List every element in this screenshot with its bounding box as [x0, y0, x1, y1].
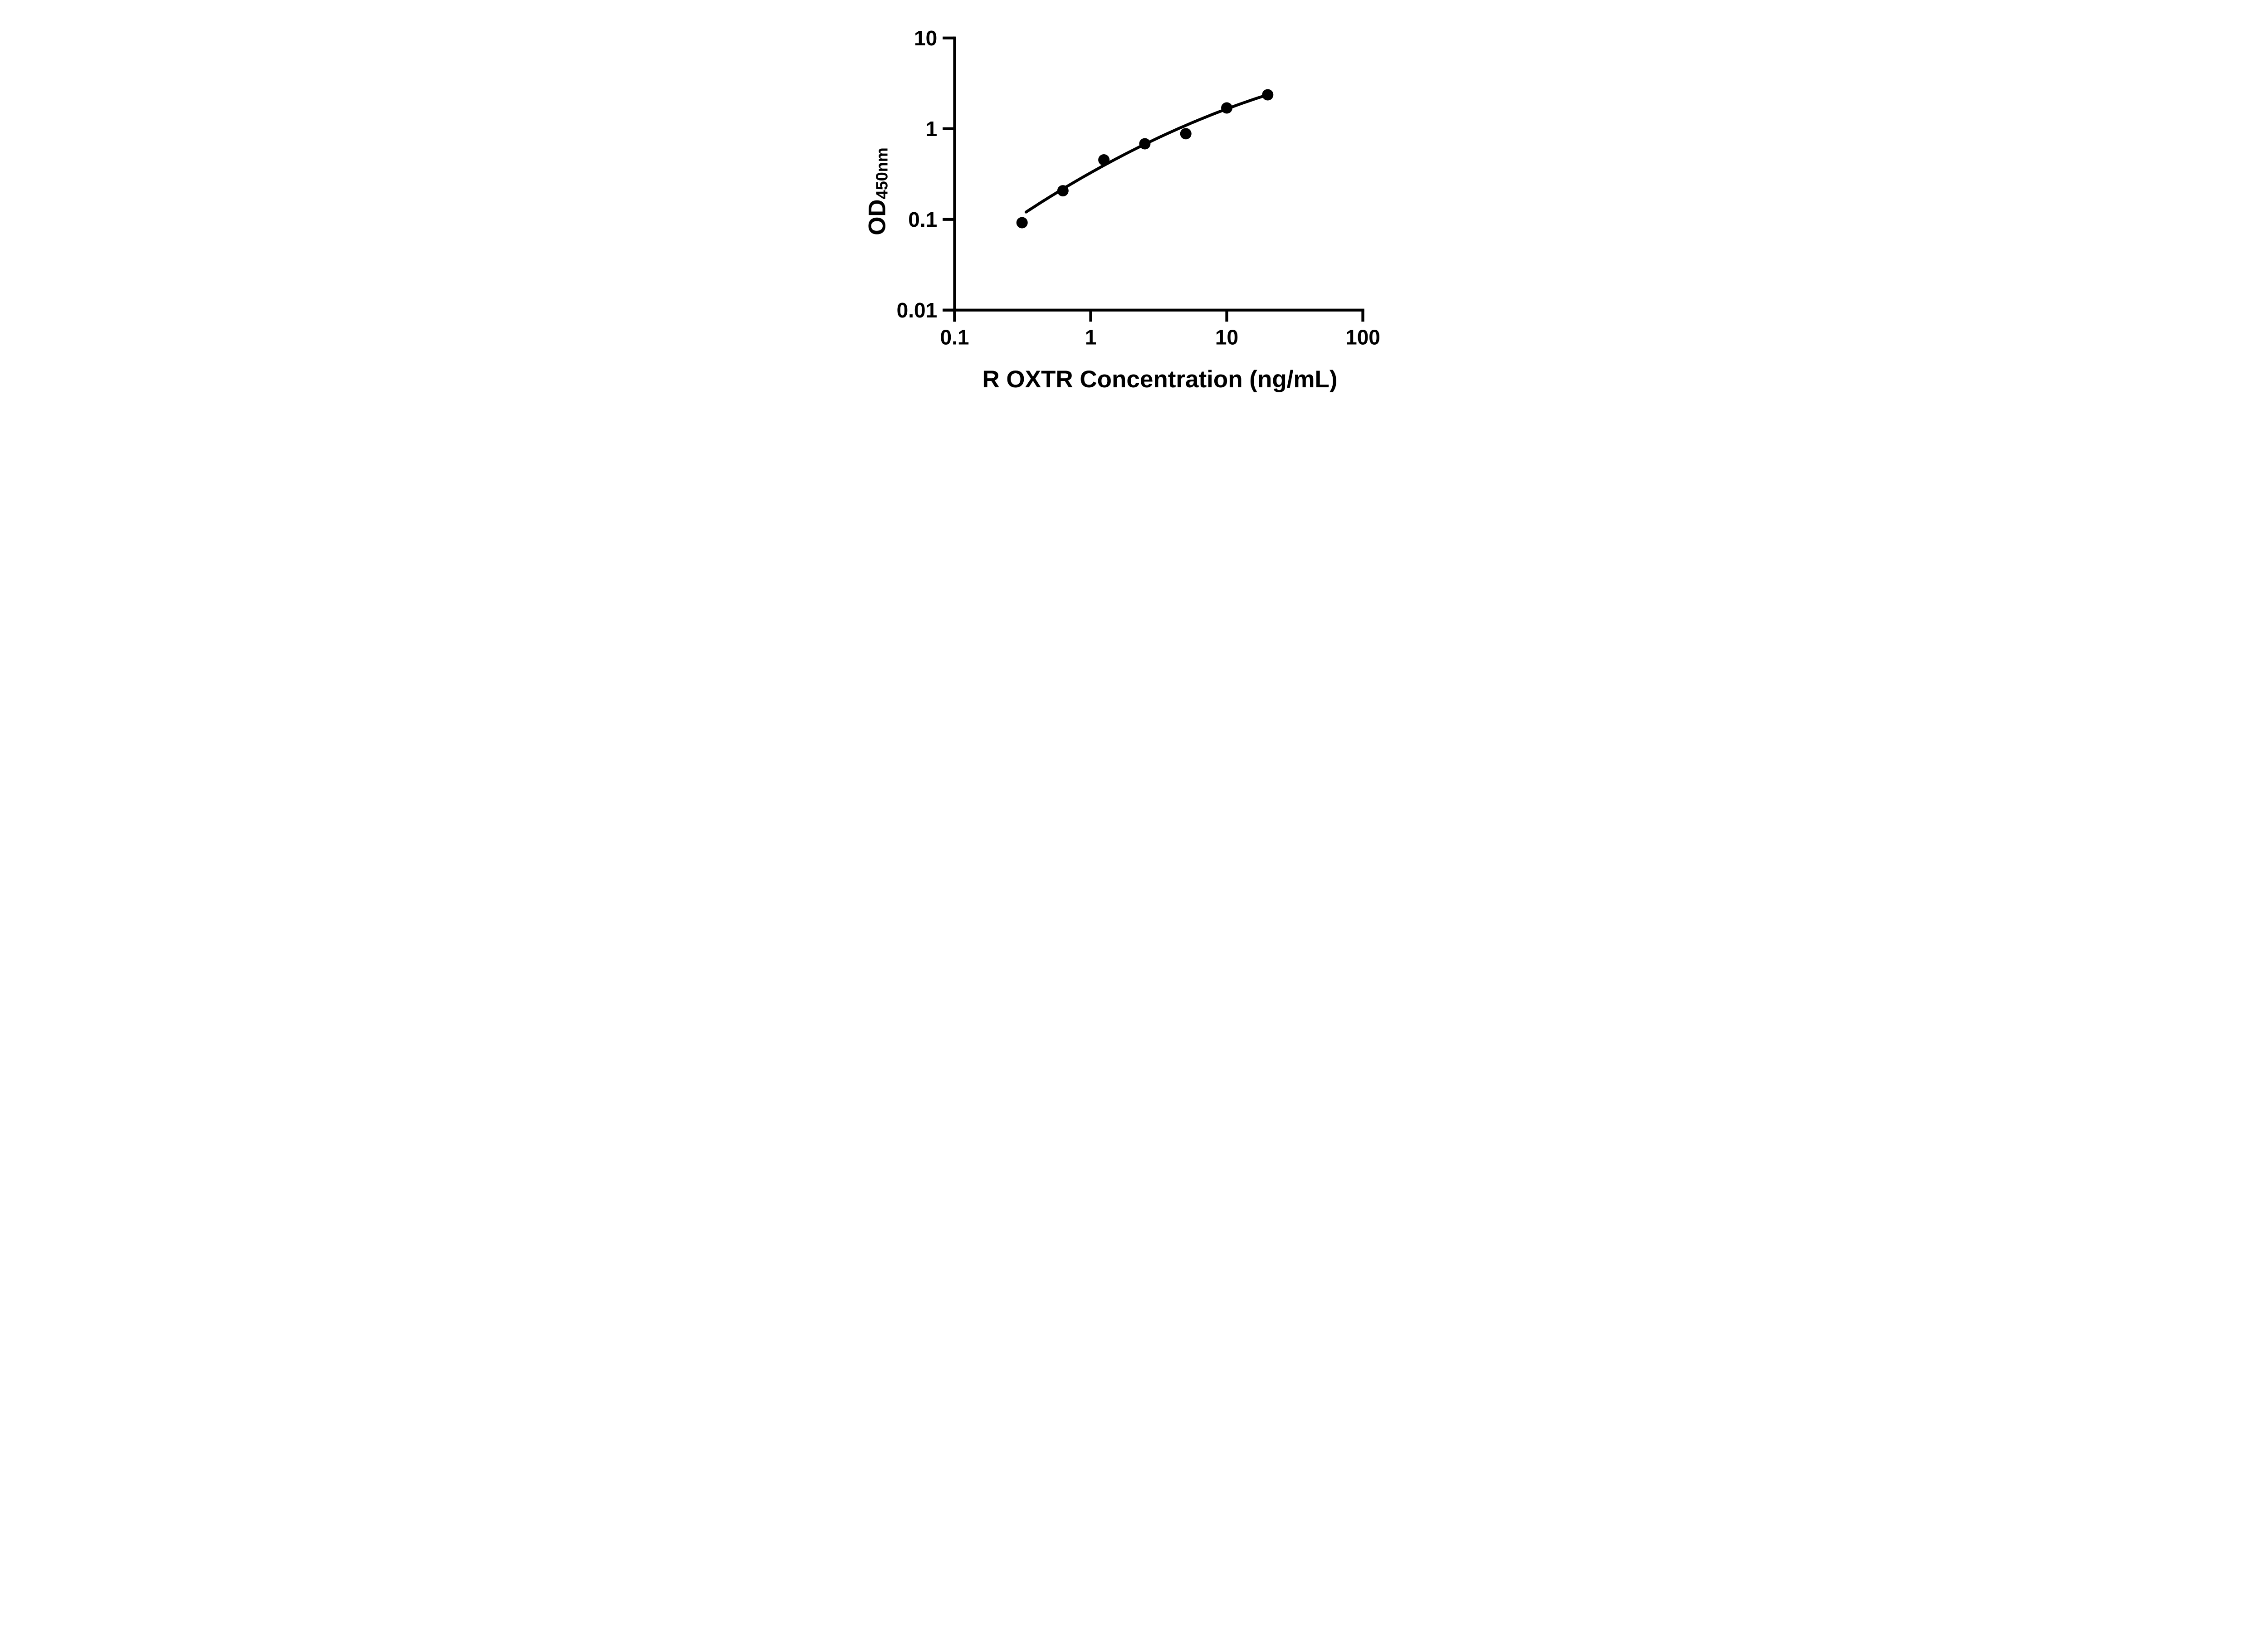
x-axis-tick-label: 0.1: [940, 325, 969, 349]
data-point: [1057, 185, 1069, 197]
x-axis-title: R OXTR Concentration (ng/mL): [982, 366, 1338, 393]
data-point: [1139, 138, 1151, 150]
y-axis-tick-label: 0.1: [908, 208, 937, 231]
data-point: [1098, 154, 1110, 166]
x-axis-tick-label: 100: [1345, 325, 1380, 349]
y-axis-tick-label: 10: [914, 26, 937, 50]
y-axis-title-subscript: 450nm: [872, 147, 891, 200]
data-point: [1016, 217, 1028, 229]
y-axis-tick-label: 1: [926, 117, 938, 141]
x-axis-tick-label: 10: [1215, 325, 1238, 349]
y-axis-tick-label: 0.01: [897, 298, 938, 322]
data-point: [1262, 89, 1274, 101]
data-point: [1180, 128, 1192, 140]
data-point: [1221, 102, 1232, 114]
elisa-standard-curve-figure: 10 1 0.1 0.01 0.1 1 10 100 OD450nm R OXTR Conce…: [842, 0, 1426, 412]
y-axis-title-main: OD: [864, 199, 891, 235]
y-axis-title: OD450nm: [864, 147, 891, 235]
x-axis-tick-label: 1: [1085, 325, 1097, 349]
